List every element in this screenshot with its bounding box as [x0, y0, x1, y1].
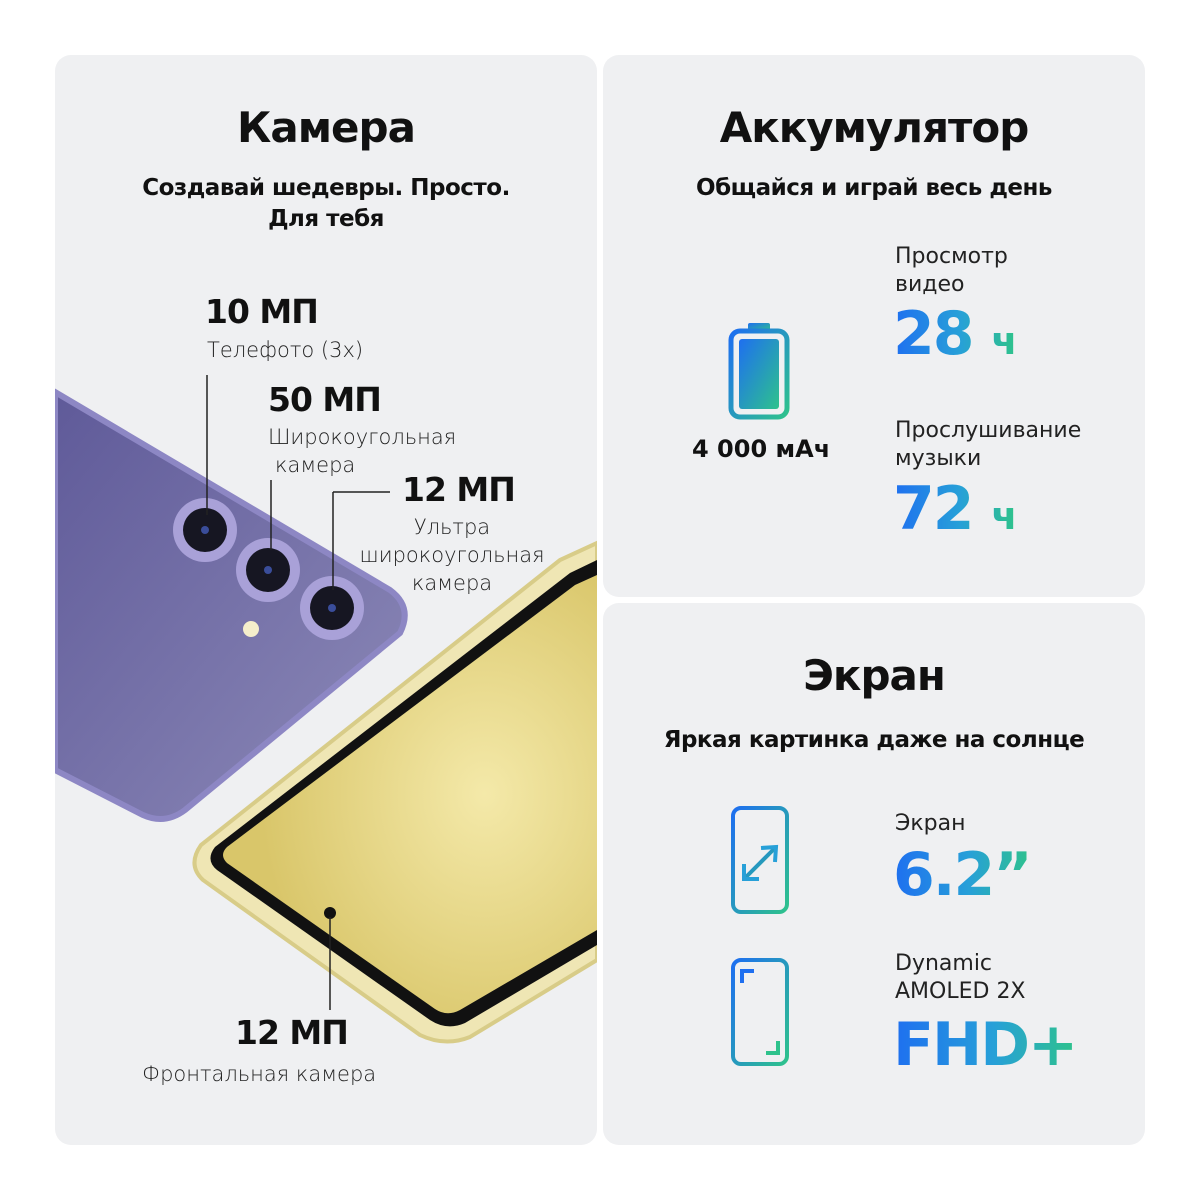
music-hours: 72 [893, 474, 973, 544]
ultrawide-label-1: Ультра [413, 515, 491, 539]
screen-size-label: Экран [895, 811, 966, 836]
front-mp: 12 МП [235, 1013, 349, 1052]
video-unit: ч [991, 319, 1016, 363]
video-hours: 28 [893, 299, 973, 369]
display-resolution: FHD+ [893, 1010, 1078, 1080]
camera-subtitle-1: Создавай шедевры. Просто. [142, 175, 510, 201]
phone-front-yellow [192, 540, 597, 1044]
music-label-1: Прослушивание [895, 418, 1082, 443]
battery-title: Аккумулятор [719, 103, 1030, 152]
battery-subtitle: Общайся и играй весь день [696, 175, 1052, 201]
music-label-2: музыки [895, 446, 982, 471]
battery-capacity: 4 000 мАч [692, 435, 831, 463]
ultrawide-label-3: камера [411, 571, 493, 595]
wide-label-1: Широкоугольная [268, 425, 457, 449]
video-label-1: Просмотр [895, 244, 1008, 269]
camera-card: Камера Создавай шедевры. Просто. Для теб… [55, 55, 597, 1145]
battery-icon [728, 323, 790, 420]
phone-back-purple [55, 388, 408, 822]
screen-card: Экран Яркая картинка даже на солнце Экра… [603, 603, 1145, 1145]
ultrawide-label-2: широкоугольная [359, 543, 545, 567]
battery-card: Аккумулятор Общайся и играй весь день 4 … [603, 55, 1145, 597]
screen-title: Экран [803, 651, 946, 700]
display-label-1: Dynamic [895, 951, 993, 976]
wide-label-2: камера [275, 453, 356, 477]
ultrawide-mp: 12 МП [402, 470, 516, 509]
fullscreen-icon [731, 958, 789, 1066]
music-unit: ч [991, 494, 1016, 538]
telephoto-mp: 10 МП [205, 292, 319, 331]
screen-size-value: 6.2” [893, 840, 1033, 910]
screen-size-icon [731, 806, 789, 914]
camera-title: Камера [237, 103, 416, 152]
video-label-2: видео [895, 272, 965, 297]
front-label: Фронтальная камера [142, 1062, 377, 1086]
telephoto-label: Телефото (3х) [207, 338, 364, 362]
screen-subtitle: Яркая картинка даже на солнце [663, 727, 1085, 753]
phones-illustration [55, 375, 597, 1044]
callout-lines [206, 375, 390, 1010]
camera-subtitle-2: Для тебя [268, 206, 384, 232]
display-label-2: AMOLED 2X [895, 979, 1026, 1004]
wide-mp: 50 МП [268, 380, 382, 419]
